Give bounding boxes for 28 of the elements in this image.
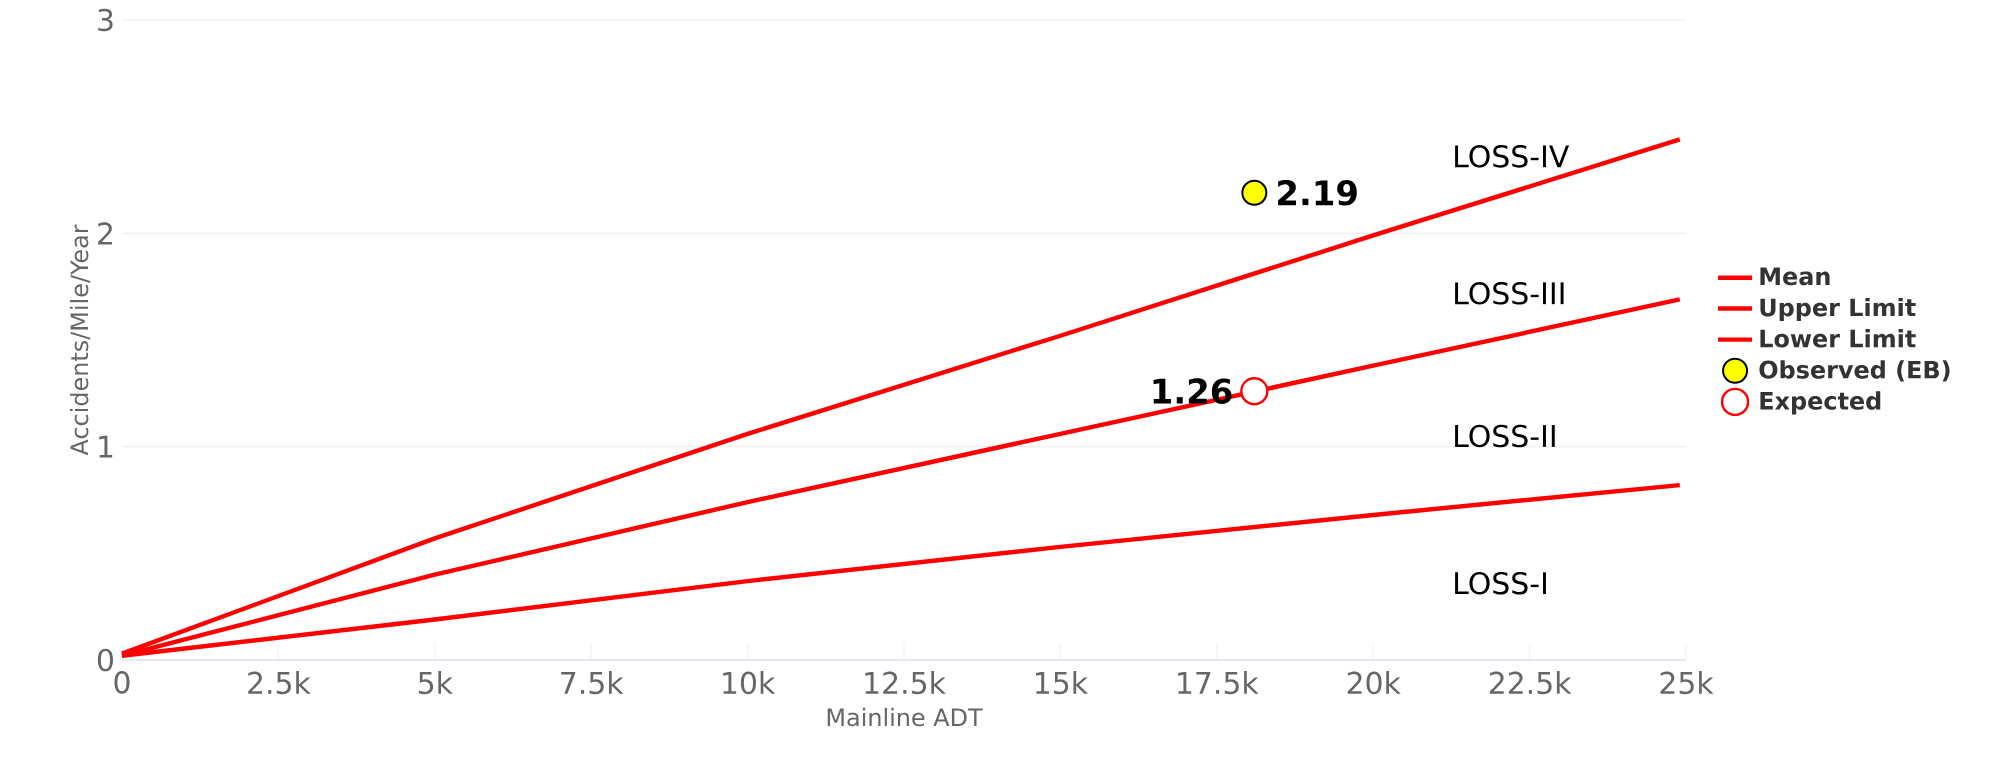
legend-label: Observed (EB) <box>1759 360 1950 382</box>
x-axis-title: Mainline ADT <box>827 707 983 727</box>
x-tick-label: 17.5k <box>1178 671 1259 695</box>
x-tick-label: 2.5k <box>248 671 311 695</box>
annotation: LOSS-II <box>1455 424 1555 448</box>
legend-label: Lower Limit <box>1760 329 1916 348</box>
y-axis-title: Accidents/Mile/Year <box>69 224 91 456</box>
y-tick-label: 2 <box>98 222 112 245</box>
legend-label: Expected <box>1760 391 1881 415</box>
y-tick-label: 1 <box>99 435 113 458</box>
x-tick-label: 20k <box>1347 671 1401 695</box>
annotation: LOSS-IV <box>1455 145 1570 168</box>
data-label: 2.19 <box>1278 179 1357 206</box>
annotation: LOSS-III <box>1455 281 1564 305</box>
x-tick-label: 7.5k <box>561 671 624 695</box>
x-tick-label: 22.5k <box>1489 671 1572 695</box>
y-tick-label: 0 <box>97 648 113 672</box>
x-tick-label: 5k <box>418 671 453 695</box>
y-tick-label: 3 <box>98 8 113 32</box>
x-tick-label: 15k <box>1036 671 1088 695</box>
data-label: 1.26 <box>1153 378 1232 404</box>
x-tick-label: 25k <box>1660 671 1714 695</box>
annotation: LOSS-I <box>1455 571 1546 595</box>
legend-label: Upper Limit <box>1760 297 1916 322</box>
legend-label: Mean <box>1760 267 1830 286</box>
x-tick-label: 0 <box>114 671 130 694</box>
x-tick-label: 12.5k <box>865 671 946 695</box>
x-tick-label: 10k <box>723 671 776 695</box>
